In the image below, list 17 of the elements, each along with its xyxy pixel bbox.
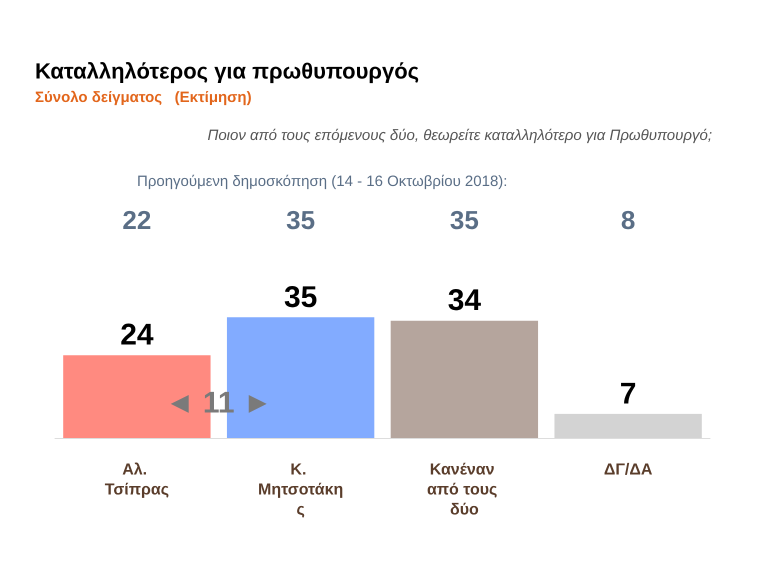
x-tick-label: ΔΓ/ΔΑ	[604, 462, 653, 478]
chart-title: Καταλληλότερος για πρωθυπουργός	[35, 58, 420, 84]
text: Προηγούμενη δημοσκόπηση (14 - 16 Οκτωβρίου 2018):	[137, 173, 508, 190]
x-tick-label: Κ. Μητσοτάκης	[258, 462, 344, 518]
text: 35	[286, 205, 316, 235]
text: Ποιον από τους επόμενους δύο, θεωρείτε καταλληλότερο για Πρωθυπουργό;	[207, 127, 712, 144]
data-label: 7	[620, 377, 636, 410]
x-tick-label: Αλ. Τσίπρας	[104, 462, 170, 498]
data-label: 24	[120, 318, 154, 352]
data-label: 35	[284, 280, 318, 314]
text: 8	[620, 205, 636, 235]
chart-subtitle: Σύνολο δείγματος (Εκτίμηση)	[35, 89, 252, 106]
x-tick-label: Κανέναν από τους δύο	[426, 462, 502, 518]
text: 35	[450, 205, 479, 235]
text: 22	[122, 205, 152, 235]
bar	[390, 320, 538, 438]
data-label: 34	[448, 284, 482, 318]
